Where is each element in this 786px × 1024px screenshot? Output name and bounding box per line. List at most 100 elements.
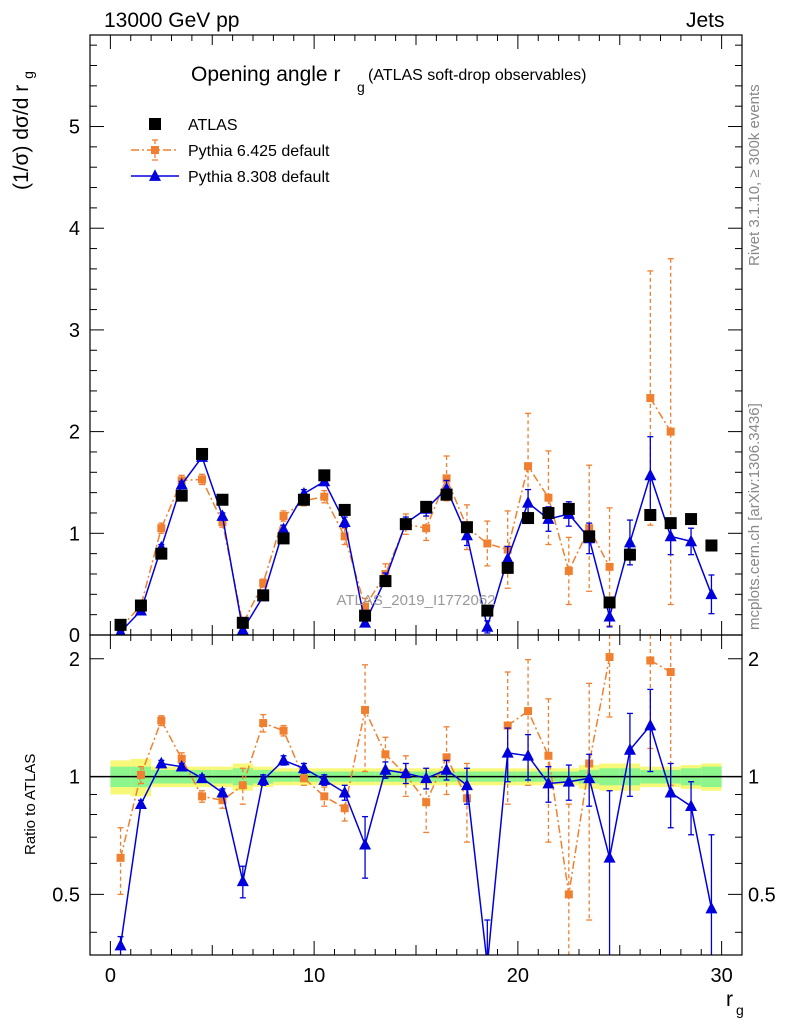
py6-ratio-point <box>646 656 655 665</box>
py8-ratio-point <box>685 799 698 812</box>
py6-ratio-point <box>136 770 145 779</box>
py8-ratio-point <box>440 763 453 775</box>
py8-ratio-point <box>359 837 372 850</box>
py6-point <box>442 474 451 483</box>
atlas-point <box>583 530 596 543</box>
py8-ratio-point <box>705 901 718 914</box>
atlas-point <box>481 604 494 617</box>
py8-ratio-point <box>379 763 392 775</box>
atlas-point <box>114 618 127 631</box>
py6-point <box>666 427 675 436</box>
py6-point <box>279 512 288 521</box>
py6-ratio-point <box>564 890 573 899</box>
y-tick-label: 2 <box>69 422 80 444</box>
atlas-point <box>297 493 310 506</box>
py8-point <box>359 616 372 628</box>
py8-ratio-point <box>664 785 677 798</box>
atlas-point <box>379 575 392 588</box>
y-tick-label: 3 <box>69 320 80 342</box>
py6-ratio-point <box>198 792 207 801</box>
analysis-watermark: ATLAS_2019_I1772062 <box>336 592 495 609</box>
atlas-point <box>542 506 555 519</box>
ratio-y-tick-label: 1 <box>69 767 80 789</box>
py6-ratio-point <box>299 774 308 783</box>
atlas-point <box>562 502 575 515</box>
ratio-y-tick-label: 0.5 <box>52 884 80 906</box>
x-tick-label: 10 <box>303 965 325 987</box>
py6-ratio-point <box>218 796 227 805</box>
header-category-label: Jets <box>686 9 725 32</box>
atlas-point <box>216 493 229 506</box>
ratio-y-tick-label: 2 <box>69 649 80 671</box>
py8-ratio-point <box>297 761 310 774</box>
py8-point <box>603 609 616 622</box>
py6-point <box>320 492 329 501</box>
y-tick-label: 5 <box>69 117 80 139</box>
legend-entry-label: Pythia 6.425 default <box>188 143 330 160</box>
atlas-point <box>460 521 473 534</box>
py6-ratio-point <box>605 653 614 662</box>
py6-point <box>361 602 370 611</box>
x-tick-label: 30 <box>711 965 733 987</box>
x-axis-label: r <box>726 988 733 1011</box>
x-tick-label: 20 <box>507 965 529 987</box>
py6-ratio-point <box>544 751 553 760</box>
atlas-point <box>236 616 249 629</box>
py8-point <box>644 468 657 481</box>
py8-ratio-point <box>420 771 433 784</box>
y-tick-label: 1 <box>69 523 80 545</box>
legend-marker-atlas <box>149 118 161 130</box>
atlas-point <box>155 547 168 560</box>
ratio-y-tick-label-right: 2 <box>748 649 759 671</box>
py8-ratio-point <box>603 851 616 863</box>
py8-ratio-point <box>583 771 596 784</box>
atlas-point <box>359 609 372 622</box>
y-tick-label: 4 <box>69 218 80 240</box>
py6-ratio-point <box>361 705 370 714</box>
atlas-point <box>440 488 453 501</box>
py8-ratio-point <box>399 766 412 779</box>
atlas-point <box>603 596 616 609</box>
py8-ratio-line <box>119 724 713 955</box>
py6-point <box>564 566 573 575</box>
atlas-point <box>501 561 514 574</box>
py6-ratio-point <box>279 726 288 735</box>
plot-title: Opening angle r <box>191 63 340 86</box>
py8-ratio-point <box>562 775 575 787</box>
plot-title-rest: (ATLAS soft-drop observables) <box>368 67 586 84</box>
x-tick-label: 0 <box>105 965 116 987</box>
atlas-point <box>664 517 677 530</box>
py6-point <box>157 524 166 533</box>
plot-title-sub: g <box>357 79 365 95</box>
atlas-point <box>257 589 270 602</box>
py8-ratio-point <box>277 753 290 766</box>
atlas-point <box>399 518 412 531</box>
atlas-point <box>705 539 718 552</box>
legend-marker-py6 <box>151 146 159 154</box>
py8-point <box>664 529 677 542</box>
py6-point <box>483 539 492 548</box>
atlas-point <box>420 500 433 513</box>
py6-point <box>259 579 268 588</box>
header-process-label: 13000 GeV pp <box>104 9 240 32</box>
py6-ratio-point <box>157 716 166 725</box>
py6-ratio-point <box>116 853 125 862</box>
py6-ratio-point <box>320 792 329 801</box>
py8-ratio-point <box>338 785 351 798</box>
py8-ratio-point <box>155 756 168 769</box>
py8-ratio-point <box>236 874 249 887</box>
py8-point <box>623 535 636 548</box>
legend-marker-py8 <box>149 169 161 181</box>
py8-ratio-point <box>501 746 514 758</box>
py6-point <box>646 394 655 403</box>
py8-point <box>685 534 698 547</box>
py8-ratio-point <box>522 749 535 761</box>
atlas-point <box>134 599 147 612</box>
py8-ratio-point <box>196 771 209 784</box>
py8-ratio-point <box>257 773 270 785</box>
py6-ratio-point <box>238 781 247 790</box>
py8-ratio-point <box>644 718 657 731</box>
py8-point <box>175 477 188 490</box>
py6-ratio-point <box>442 753 451 762</box>
py8-point <box>481 620 494 632</box>
